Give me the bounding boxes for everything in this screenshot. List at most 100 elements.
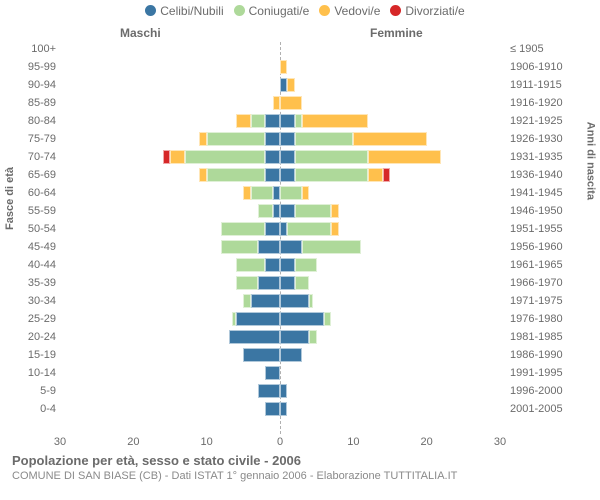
bar-row: [60, 114, 500, 128]
bar-segment-female: [302, 186, 309, 200]
bar-segment-female: [280, 60, 287, 74]
bar-row: [60, 312, 500, 326]
bar-segment-male: [221, 222, 265, 236]
bar-segment-male: [251, 294, 280, 308]
legend: Celibi/NubiliConiugati/eVedovi/eDivorzia…: [0, 4, 600, 18]
age-label: 85-89: [28, 98, 56, 109]
bar-segment-male: [232, 312, 236, 326]
age-label: 65-69: [28, 170, 56, 181]
birth-label: 1971-1975: [510, 296, 563, 307]
age-label: 75-79: [28, 134, 56, 145]
bar-segment-male: [265, 132, 280, 146]
footer: Popolazione per età, sesso e stato civil…: [12, 453, 588, 482]
bar-segment-female: [280, 330, 309, 344]
legend-swatch: [390, 5, 401, 16]
birth-label: 1961-1965: [510, 260, 563, 271]
bar-segment-female: [280, 258, 295, 272]
x-tick: 20: [421, 436, 433, 448]
bar-segment-female: [295, 276, 310, 290]
birth-label: 1926-1930: [510, 134, 563, 145]
birth-label: 2001-2005: [510, 404, 563, 415]
x-tick: 20: [127, 436, 139, 448]
birth-label: 1946-1950: [510, 206, 563, 217]
bar-segment-male: [265, 168, 280, 182]
legend-swatch: [234, 5, 245, 16]
bar-segment-female: [280, 150, 295, 164]
female-label: Femmine: [370, 26, 423, 40]
age-label: 40-44: [28, 260, 56, 271]
bar-segment-female: [280, 402, 287, 416]
bar-segment-male: [170, 150, 185, 164]
bar-segment-female: [287, 222, 331, 236]
bar-segment-male: [251, 114, 266, 128]
bar-segment-female: [309, 330, 316, 344]
x-tick: 30: [54, 436, 66, 448]
bar-segment-female: [280, 312, 324, 326]
bar-segment-female: [295, 168, 368, 182]
bar-segment-male: [221, 240, 258, 254]
bar-segment-female: [280, 384, 287, 398]
bar-segment-female: [295, 204, 332, 218]
birth-label: 1906-1910: [510, 62, 563, 73]
age-label: 70-74: [28, 152, 56, 163]
bar-segment-female: [302, 114, 368, 128]
age-label: 55-59: [28, 206, 56, 217]
x-tick: 10: [347, 436, 359, 448]
bar-row: [60, 366, 500, 380]
birth-label: 1991-1995: [510, 368, 563, 379]
bar-segment-male: [258, 276, 280, 290]
age-label: 45-49: [28, 242, 56, 253]
bar-row: [60, 186, 500, 200]
male-label: Maschi: [120, 26, 161, 40]
bar-segment-female: [280, 204, 295, 218]
bar-segment-male: [258, 384, 280, 398]
bar-segment-male: [236, 312, 280, 326]
bar-segment-female: [280, 240, 302, 254]
bar-segment-male: [236, 114, 251, 128]
birth-label: 1931-1935: [510, 152, 563, 163]
age-label: 25-29: [28, 314, 56, 325]
birth-label: 1966-1970: [510, 278, 563, 289]
legend-swatch: [145, 5, 156, 16]
birth-label: 1956-1960: [510, 242, 563, 253]
age-label: 100+: [31, 44, 56, 55]
bar-segment-female: [324, 312, 331, 326]
bar-row: [60, 96, 500, 110]
bar-segment-male: [265, 222, 280, 236]
bar-segment-male: [273, 204, 280, 218]
bar-segment-female: [280, 348, 302, 362]
bar-segment-female: [280, 294, 309, 308]
bar-segment-female: [280, 132, 295, 146]
bar-row: [60, 384, 500, 398]
legend-label: Vedovi/e: [334, 4, 380, 18]
birth-label: 1951-1955: [510, 224, 563, 235]
birth-label: 1921-1925: [510, 116, 563, 127]
legend-swatch: [319, 5, 330, 16]
bar-segment-male: [251, 186, 273, 200]
birth-label: ≤ 1905: [510, 44, 544, 55]
age-label: 80-84: [28, 116, 56, 127]
bar-row: [60, 204, 500, 218]
bar-segment-female: [295, 132, 354, 146]
bar-segment-male: [265, 258, 280, 272]
chart-subtitle: COMUNE DI SAN BIASE (CB) - Dati ISTAT 1°…: [12, 470, 588, 482]
age-label: 30-34: [28, 296, 56, 307]
age-label: 60-64: [28, 188, 56, 199]
bar-row: [60, 222, 500, 236]
bar-segment-female: [331, 222, 338, 236]
bar-segment-female: [280, 168, 295, 182]
birth-label: 1981-1985: [510, 332, 563, 343]
bar-row: [60, 78, 500, 92]
legend-label: Celibi/Nubili: [160, 4, 223, 18]
age-label: 10-14: [28, 368, 56, 379]
bar-row: [60, 402, 500, 416]
birth-label: 1941-1945: [510, 188, 563, 199]
bar-segment-female: [295, 258, 317, 272]
bar-segment-male: [273, 186, 280, 200]
age-label: 90-94: [28, 80, 56, 91]
age-label: 35-39: [28, 278, 56, 289]
bar-segment-female: [280, 78, 287, 92]
bar-segment-male: [199, 132, 206, 146]
bar-segment-male: [243, 348, 280, 362]
birth-label: 1986-1990: [510, 350, 563, 361]
